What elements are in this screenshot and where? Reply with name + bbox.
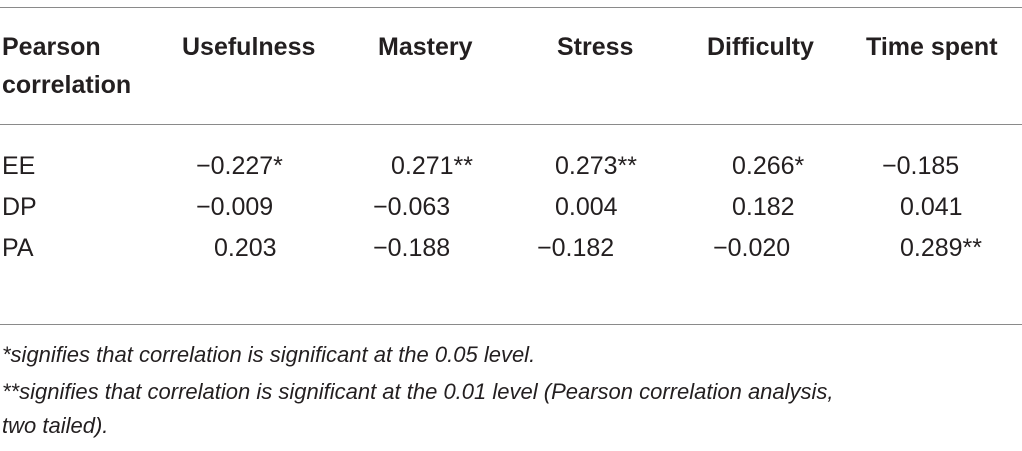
header-difficulty: Difficulty — [707, 33, 814, 61]
cell-difficulty: 0.182 — [732, 193, 795, 221]
header-mastery: Mastery — [378, 33, 473, 61]
cell-stress: −0.182 — [537, 234, 615, 262]
footnote-significance-005: *signifies that correlation is significa… — [2, 342, 536, 367]
footnote-significance-001-continued: two tailed). — [2, 413, 109, 438]
cell-time-spent: 0.041 — [900, 193, 963, 221]
cell-stress: 0.004 — [555, 193, 618, 221]
header-stress: Stress — [557, 33, 634, 61]
cell-mastery: 0.271** — [391, 152, 474, 180]
row-label: DP — [2, 193, 37, 221]
row-label: PA — [2, 234, 34, 262]
cell-difficulty: 0.266* — [732, 152, 805, 180]
header-usefulness: Usefulness — [182, 33, 316, 61]
cell-mastery: −0.063 — [373, 193, 451, 221]
cell-usefulness: −0.227* — [196, 152, 283, 180]
row-label: EE — [2, 152, 36, 180]
cell-time-spent: −0.185 — [882, 152, 960, 180]
table-row: DP −0.009 −0.063 0.004 0.182 0.041 — [0, 187, 1022, 227]
cell-usefulness: −0.009 — [196, 193, 274, 221]
table-header-rule — [0, 124, 1022, 125]
table-top-rule — [0, 7, 1022, 8]
table-row: PA 0.203 −0.188 −0.182 −0.020 0.289** — [0, 228, 1022, 268]
header-pearson-correlation: Pearson correlation — [2, 33, 132, 99]
cell-difficulty: −0.020 — [713, 234, 791, 262]
table-bottom-rule — [0, 324, 1022, 325]
header-time-spent: Time spent — [866, 33, 998, 61]
cell-time-spent: 0.289** — [900, 234, 983, 262]
footnote-significance-001: **signifies that correlation is signific… — [2, 379, 834, 404]
cell-mastery: −0.188 — [373, 234, 451, 262]
table-row: EE −0.227* 0.271** 0.273** 0.266* −0.185 — [0, 146, 1022, 186]
cell-stress: 0.273** — [555, 152, 638, 180]
cell-usefulness: 0.203 — [214, 234, 277, 262]
